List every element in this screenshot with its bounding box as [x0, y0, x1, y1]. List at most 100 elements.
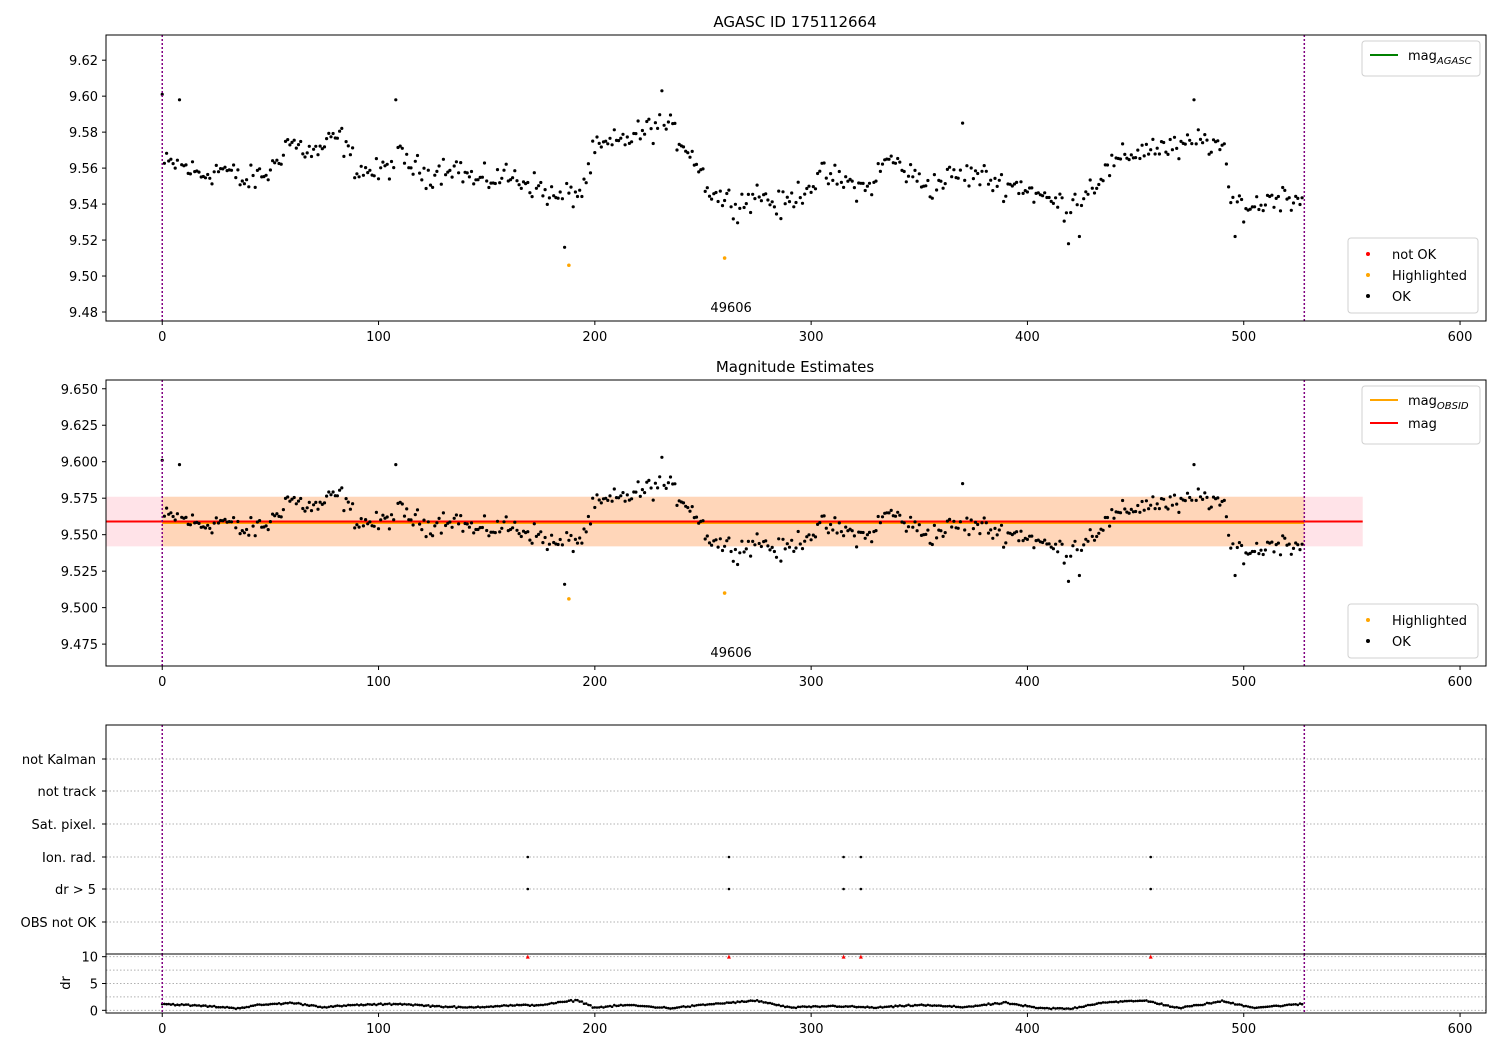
panel4-dr-point [669, 1007, 672, 1010]
panel2-ok-point [746, 539, 751, 544]
panel2-ok-point [426, 520, 430, 524]
panel1-ok-point [338, 129, 342, 133]
panel4-dr-point [686, 1005, 690, 1008]
panel1-ok-point [361, 173, 365, 177]
panel4-dr-point [1220, 999, 1224, 1002]
panel4-xtick-label: 500 [1231, 1022, 1256, 1037]
panel1-ok-point [874, 179, 878, 183]
panel2-ok-point [707, 541, 712, 545]
panel1-ok-point [543, 188, 547, 192]
panel2-ok-point [740, 539, 744, 543]
panel4-dr-point [905, 1004, 908, 1007]
panel2-ok-point [1073, 539, 1077, 543]
panel4-dr-point [308, 1004, 311, 1007]
panel4-dr-point [995, 1002, 999, 1005]
panel1-ok-point [573, 190, 578, 194]
panel2-ok-point [634, 490, 638, 494]
panel2-ok-point [621, 491, 625, 495]
panel1-ok-point [563, 245, 567, 249]
panel2-ok-point [534, 534, 539, 539]
panel4-dr-point [937, 1004, 941, 1007]
panel4-dr-point [1069, 1007, 1072, 1011]
panel2-ok-point [770, 545, 774, 550]
panel4-dr-point [301, 1003, 305, 1007]
panel1-ok-point [1294, 194, 1298, 198]
panel4-dr-point [788, 1005, 791, 1009]
panel4-dr-point [662, 1005, 666, 1009]
panel1-ok-point [1255, 195, 1259, 199]
panel2-ok-point [1153, 507, 1157, 511]
panel1-ok-point [331, 131, 335, 136]
panel1-ok-point [482, 161, 487, 165]
panel2-ok-point [1155, 502, 1159, 506]
panel4-dr-point [1078, 1005, 1081, 1009]
panel2-ok-point [331, 490, 335, 494]
panel4-dr-point [584, 1002, 588, 1005]
panel1-ok-point [426, 168, 430, 172]
panel4-dr-point [535, 1003, 538, 1007]
panel4-dr-point [416, 1003, 419, 1007]
panel4-dr-point [364, 1003, 367, 1007]
panel4-ytick-label: 5 [90, 978, 98, 993]
panel4-dr-point [1145, 999, 1148, 1002]
panel2-ok-point [638, 494, 642, 498]
panel4-dr-point [1296, 1003, 1300, 1007]
panel4-dr-point [355, 1003, 359, 1006]
panel4-dr-point [1216, 1000, 1220, 1003]
panel4-dr-point [1071, 1007, 1075, 1010]
panel4-dr-point [931, 1004, 934, 1008]
panel1-ok-point [439, 182, 443, 186]
panel1-ok-point [705, 186, 709, 190]
panel1-ytick-label: 9.48 [69, 306, 98, 321]
panel2-ok-point [439, 531, 443, 535]
panel2-ok-point [660, 455, 664, 459]
panel4-dr-point [468, 1005, 471, 1009]
panel2-ok-point [1082, 543, 1086, 547]
panel4-dr-point [403, 1002, 406, 1006]
panel2-legend-line-label: mag [1408, 417, 1437, 432]
panel1-ok-point [571, 205, 575, 209]
panel2-ok-point [273, 514, 277, 518]
panel4-dr-point [515, 1003, 519, 1007]
panel1-ok-point [584, 181, 588, 185]
panel4-dr-point [390, 1003, 393, 1007]
panel4-dr-point [935, 1004, 938, 1007]
panel1-ok-point [251, 173, 255, 178]
panel2-ok-point [861, 530, 865, 535]
panel1-ok-point [405, 152, 409, 156]
panel2-obsid-label: 49606 [710, 646, 751, 661]
panel1-ok-point [530, 195, 534, 199]
panel3-flag-point [842, 887, 845, 891]
panel1-ok-point [167, 159, 171, 163]
panel4-dr-point [251, 1004, 255, 1007]
panel3-ytick-label: dr > 5 [55, 883, 96, 898]
panel2-ok-point [374, 510, 378, 514]
panel1-ok-point [1162, 140, 1166, 145]
panel2-xtick-label: 300 [799, 675, 824, 690]
panel4-dr-point [948, 1004, 951, 1008]
panel1-ok-point [165, 151, 169, 155]
panel1-ok-point [1196, 128, 1200, 132]
panel1-ok-point [526, 180, 530, 185]
panel4-dr-point [1231, 1001, 1235, 1005]
panel1-ok-point [1043, 191, 1047, 195]
panel1-ok-point [1082, 197, 1086, 201]
panel4-dr-point [256, 1003, 259, 1006]
panel2-ok-point [532, 522, 536, 526]
panel1-ok-point [630, 140, 634, 144]
panel1-ok-point [978, 183, 982, 187]
panel4-dr-point [1242, 1004, 1245, 1008]
panel4-dr-point [236, 1006, 240, 1010]
panel1-ok-point [400, 146, 404, 150]
panel1-ok-point [528, 191, 532, 195]
panel4-dr-point [736, 1000, 739, 1003]
panel4-dr-point [457, 1005, 460, 1009]
panel2-ok-point [597, 498, 601, 502]
panel2-ok-point [1138, 510, 1142, 514]
panel1-ok-point [171, 162, 175, 166]
panel1-ok-point [593, 151, 597, 155]
panel4-dr-point [232, 1006, 235, 1010]
panel1-ok-point [309, 154, 314, 159]
panel4-dr-point [1151, 1000, 1155, 1004]
panel2-ok-point [411, 523, 415, 527]
